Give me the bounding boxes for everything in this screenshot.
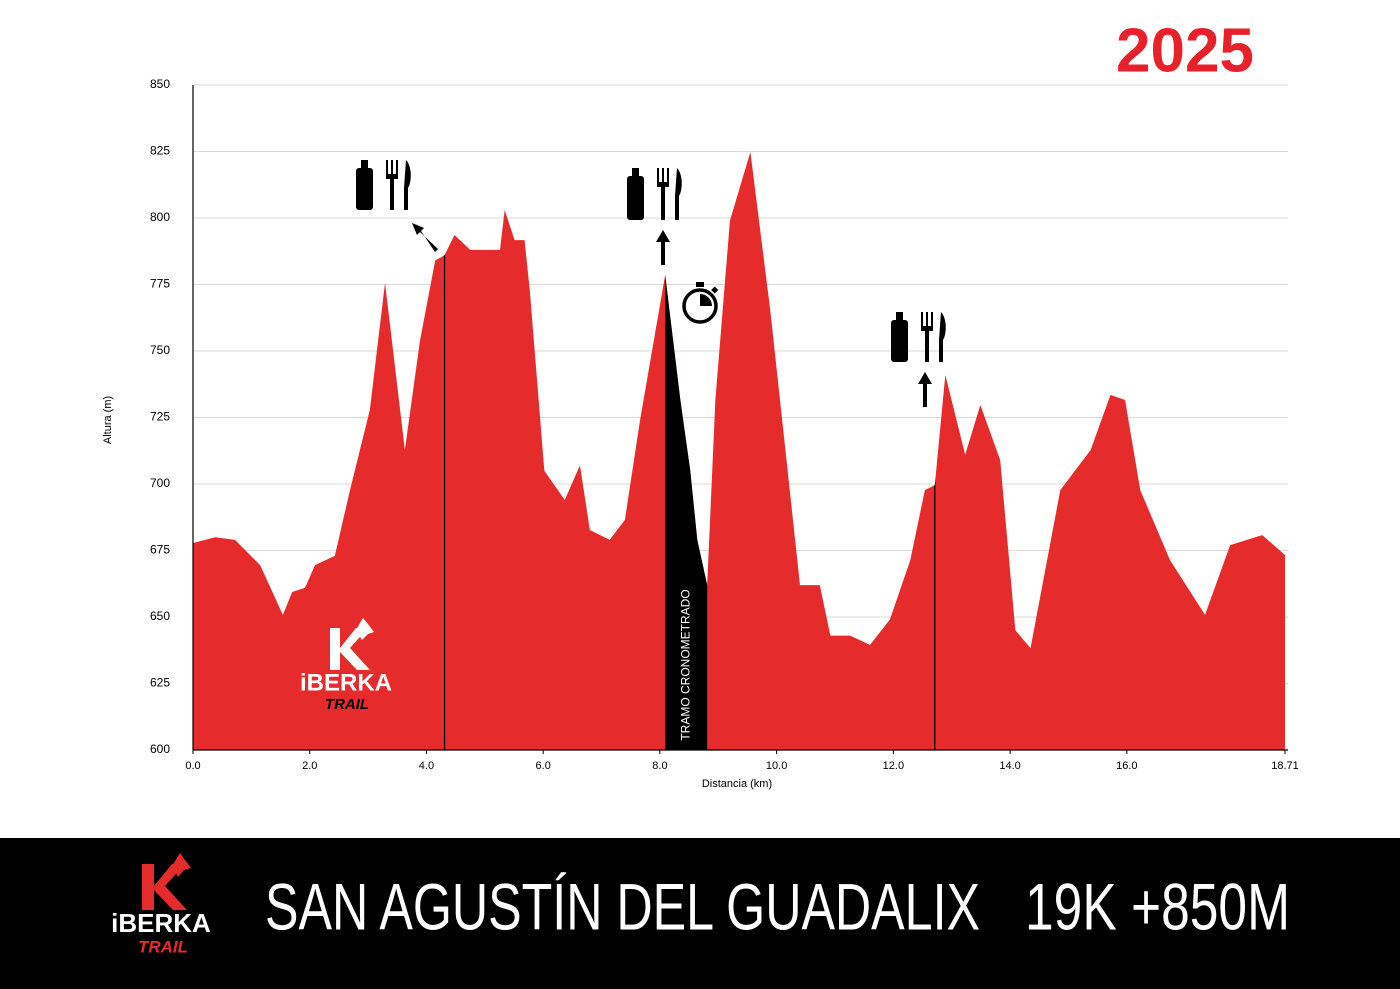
footer-logo: iBERKA TRAIL bbox=[111, 853, 211, 956]
logo-sub: TRAIL bbox=[138, 937, 188, 956]
logo-sub: TRAIL bbox=[325, 696, 369, 713]
x-tick-label: 2.0 bbox=[302, 760, 317, 772]
logo: iBERKA TRAIL bbox=[300, 618, 392, 713]
x-tick-label: 14.0 bbox=[999, 760, 1020, 772]
footer-title: SAN AGUSTÍN DEL GUADALIX bbox=[265, 869, 980, 943]
arrow bbox=[918, 372, 932, 407]
y-tick-label: 750 bbox=[150, 343, 170, 357]
arrow bbox=[656, 230, 670, 265]
y-tick-label: 700 bbox=[150, 476, 170, 490]
x-tick-label: 4.0 bbox=[419, 760, 434, 772]
x-tick-label: 10.0 bbox=[766, 760, 787, 772]
timed-section bbox=[665, 274, 708, 750]
logo-wolf bbox=[356, 618, 374, 640]
x-tick-label: 8.0 bbox=[652, 760, 667, 772]
x-tick-label: 18.71 bbox=[1271, 760, 1299, 772]
logo-name: iBERKA bbox=[300, 669, 392, 696]
logo-wolf bbox=[172, 853, 191, 877]
y-tick-label: 850 bbox=[150, 77, 170, 91]
y-tick-label: 800 bbox=[150, 210, 170, 224]
timed-section-label: TRAMO CRONOMETRADO bbox=[678, 589, 692, 740]
x-tick-label: 0.0 bbox=[185, 760, 200, 772]
x-tick-label: 6.0 bbox=[536, 760, 551, 772]
arrow bbox=[412, 223, 438, 252]
x-tick-label: 16.0 bbox=[1116, 760, 1137, 772]
y-axis-label: Altura (m) bbox=[102, 396, 114, 444]
y-tick-label: 825 bbox=[150, 144, 170, 158]
stopwatch-icon bbox=[682, 282, 719, 324]
y-tick-label: 625 bbox=[150, 676, 170, 690]
footer-band bbox=[0, 838, 1400, 989]
aid-icons bbox=[356, 160, 946, 407]
aid-icon bbox=[356, 160, 411, 210]
plot: 600 625 650 675 700 725 750 775 800 825 850 0.0 2.0 4… bbox=[150, 77, 1299, 772]
elevation-area bbox=[193, 152, 1285, 751]
x-axis-label: Distancia (km) bbox=[702, 778, 772, 790]
y-tick-label: 650 bbox=[150, 609, 170, 623]
logo-name: iBERKA bbox=[111, 908, 211, 938]
x-tick-label: 12.0 bbox=[883, 760, 904, 772]
footer-stats: 19K +850M bbox=[1025, 869, 1290, 943]
year: 2025 bbox=[1116, 16, 1254, 85]
y-tick-label: 675 bbox=[150, 543, 170, 557]
logo-mark bbox=[330, 628, 370, 670]
logo-mark bbox=[142, 864, 187, 910]
aid-icon bbox=[891, 312, 946, 362]
y-tick-label: 725 bbox=[150, 410, 170, 424]
aid-icon bbox=[627, 168, 682, 220]
y-tick-label: 600 bbox=[150, 742, 170, 756]
y-tick-label: 775 bbox=[150, 277, 170, 291]
